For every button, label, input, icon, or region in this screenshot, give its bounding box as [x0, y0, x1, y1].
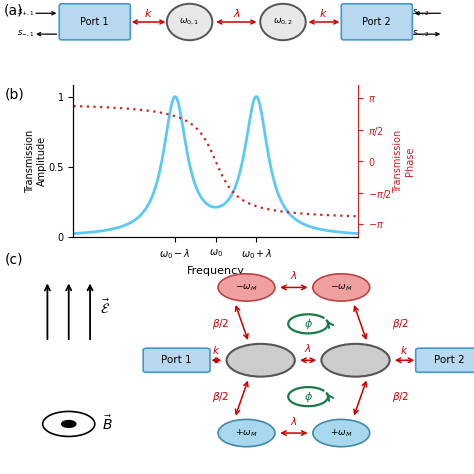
Text: $k$: $k$ [144, 7, 153, 19]
Text: $\beta/2$: $\beta/2$ [392, 390, 409, 404]
Text: Port 2: Port 2 [434, 355, 465, 365]
Text: $-\omega_M$: $-\omega_M$ [330, 282, 353, 292]
Text: (c): (c) [5, 252, 23, 266]
FancyBboxPatch shape [341, 4, 412, 40]
Text: $\vec{B}$: $\vec{B}$ [102, 415, 113, 433]
Text: $s_{-,1}$: $s_{-,1}$ [17, 29, 34, 39]
Circle shape [218, 419, 275, 447]
Circle shape [43, 411, 95, 437]
Text: Port 1: Port 1 [81, 17, 109, 27]
Circle shape [218, 274, 275, 301]
Text: Port 2: Port 2 [363, 17, 391, 27]
Text: $k$: $k$ [212, 344, 220, 356]
Circle shape [227, 344, 295, 377]
Text: (a): (a) [4, 4, 23, 18]
FancyBboxPatch shape [59, 4, 130, 40]
Circle shape [62, 420, 76, 428]
Text: $\beta/2$: $\beta/2$ [392, 317, 409, 331]
FancyBboxPatch shape [416, 348, 474, 372]
Text: (b): (b) [5, 88, 25, 102]
Text: $k$: $k$ [401, 344, 409, 356]
Text: $\beta/2$: $\beta/2$ [212, 390, 229, 404]
Text: $s_{+,2}$: $s_{+,2}$ [412, 8, 430, 18]
Text: $\lambda$: $\lambda$ [290, 269, 298, 281]
Circle shape [260, 4, 306, 40]
Circle shape [313, 419, 370, 447]
Circle shape [321, 344, 390, 377]
Text: $\phi$: $\phi$ [304, 317, 312, 331]
Text: $\phi$: $\phi$ [304, 390, 312, 404]
Text: $\lambda$: $\lambda$ [233, 7, 241, 19]
Y-axis label: Transmission
Phase: Transmission Phase [393, 129, 415, 193]
Text: $+\omega_M$: $+\omega_M$ [235, 427, 258, 439]
Text: $\omega_{0,1}$: $\omega_{0,1}$ [180, 17, 200, 27]
Text: $\beta/2$: $\beta/2$ [212, 317, 229, 331]
Text: $-\omega_M$: $-\omega_M$ [235, 282, 258, 292]
Text: Port 1: Port 1 [161, 355, 192, 365]
Y-axis label: Transmission
Amplitude: Transmission Amplitude [26, 129, 47, 193]
FancyBboxPatch shape [143, 348, 210, 372]
Text: $\vec{\mathcal{E}}$: $\vec{\mathcal{E}}$ [100, 299, 110, 317]
X-axis label: Frequency: Frequency [187, 266, 245, 276]
Circle shape [167, 4, 212, 40]
Circle shape [313, 274, 370, 301]
Text: $\omega_{0,2}$: $\omega_{0,2}$ [273, 17, 293, 27]
Text: $k$: $k$ [319, 7, 328, 19]
Text: $+\omega_M$: $+\omega_M$ [330, 427, 353, 439]
Text: $\lambda$: $\lambda$ [290, 415, 298, 427]
Text: $s_{-,2}$: $s_{-,2}$ [412, 29, 430, 39]
Text: $s_{+,1}$: $s_{+,1}$ [17, 8, 34, 18]
Text: $\lambda$: $\lambda$ [304, 342, 312, 354]
